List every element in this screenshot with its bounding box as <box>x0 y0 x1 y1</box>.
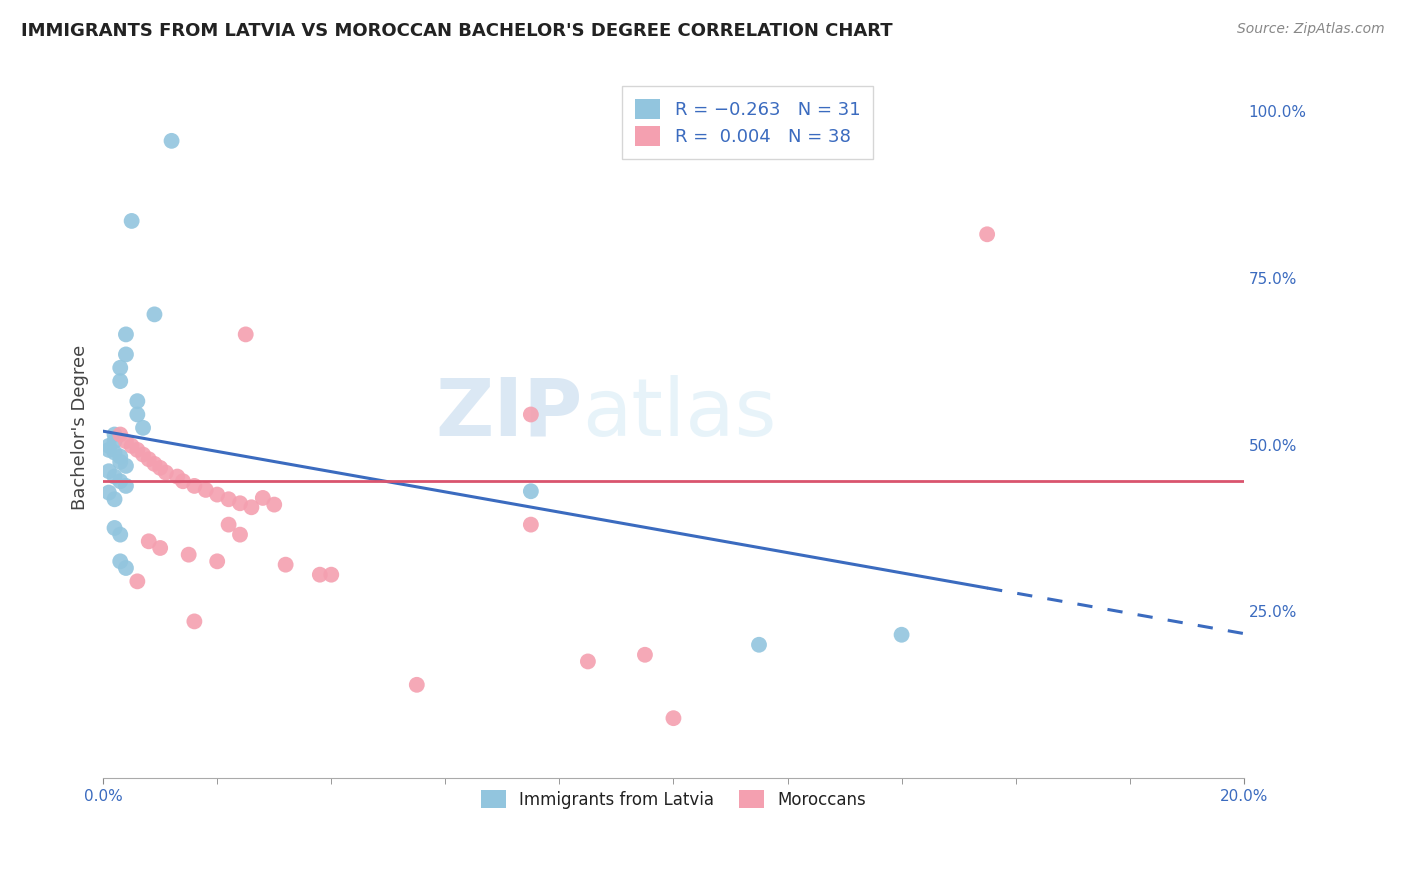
Point <box>748 638 770 652</box>
Point <box>127 442 149 457</box>
Text: Source: ZipAtlas.com: Source: ZipAtlas.com <box>1237 22 1385 37</box>
Point <box>115 458 138 473</box>
Point <box>132 448 155 462</box>
Y-axis label: Bachelor's Degree: Bachelor's Degree <box>72 345 89 510</box>
Point <box>520 408 543 422</box>
Point <box>194 483 217 497</box>
Point <box>115 561 138 575</box>
Point <box>308 567 330 582</box>
Point <box>576 655 599 669</box>
Point <box>103 521 125 535</box>
Text: IMMIGRANTS FROM LATVIA VS MOROCCAN BACHELOR'S DEGREE CORRELATION CHART: IMMIGRANTS FROM LATVIA VS MOROCCAN BACHE… <box>21 22 893 40</box>
Point <box>110 427 132 442</box>
Point <box>263 498 285 512</box>
Point <box>235 327 257 342</box>
Point <box>127 394 149 409</box>
Point <box>662 711 685 725</box>
Point <box>274 558 297 572</box>
Point <box>183 479 205 493</box>
Point <box>115 347 138 361</box>
Point <box>520 517 543 532</box>
Point <box>110 450 132 464</box>
Point <box>110 527 132 541</box>
Legend: Immigrants from Latvia, Moroccans: Immigrants from Latvia, Moroccans <box>474 783 873 815</box>
Point <box>121 439 143 453</box>
Point <box>132 421 155 435</box>
Point <box>143 307 166 321</box>
Point <box>97 439 120 453</box>
Point <box>890 628 912 642</box>
Point <box>149 461 172 475</box>
Point <box>405 678 427 692</box>
Point <box>177 548 200 562</box>
Point <box>121 214 143 228</box>
Point <box>110 455 132 469</box>
Point <box>103 427 125 442</box>
Point <box>218 492 240 507</box>
Point <box>229 527 252 541</box>
Point <box>520 484 543 499</box>
Point <box>110 554 132 568</box>
Point <box>172 475 194 489</box>
Point <box>183 615 205 629</box>
Point <box>634 648 657 662</box>
Text: atlas: atlas <box>582 375 776 453</box>
Point <box>252 491 274 505</box>
Point <box>166 469 188 483</box>
Point <box>205 487 228 501</box>
Text: ZIP: ZIP <box>434 375 582 453</box>
Point <box>103 492 125 507</box>
Point <box>115 327 138 342</box>
Point <box>97 464 120 478</box>
Point <box>103 445 125 459</box>
Point <box>115 479 138 493</box>
Point <box>976 227 998 242</box>
Point <box>205 554 228 568</box>
Point <box>110 374 132 388</box>
Point <box>218 517 240 532</box>
Point <box>240 500 263 515</box>
Point <box>97 485 120 500</box>
Point <box>229 496 252 510</box>
Point <box>110 360 132 375</box>
Point <box>138 452 160 467</box>
Point <box>97 442 120 457</box>
Point <box>160 134 183 148</box>
Point <box>155 466 177 480</box>
Point <box>110 475 132 489</box>
Point <box>103 469 125 483</box>
Point <box>127 408 149 422</box>
Point <box>321 567 343 582</box>
Point <box>138 534 160 549</box>
Point <box>143 457 166 471</box>
Point <box>149 541 172 555</box>
Point <box>115 434 138 449</box>
Point <box>103 434 125 449</box>
Point <box>127 574 149 589</box>
